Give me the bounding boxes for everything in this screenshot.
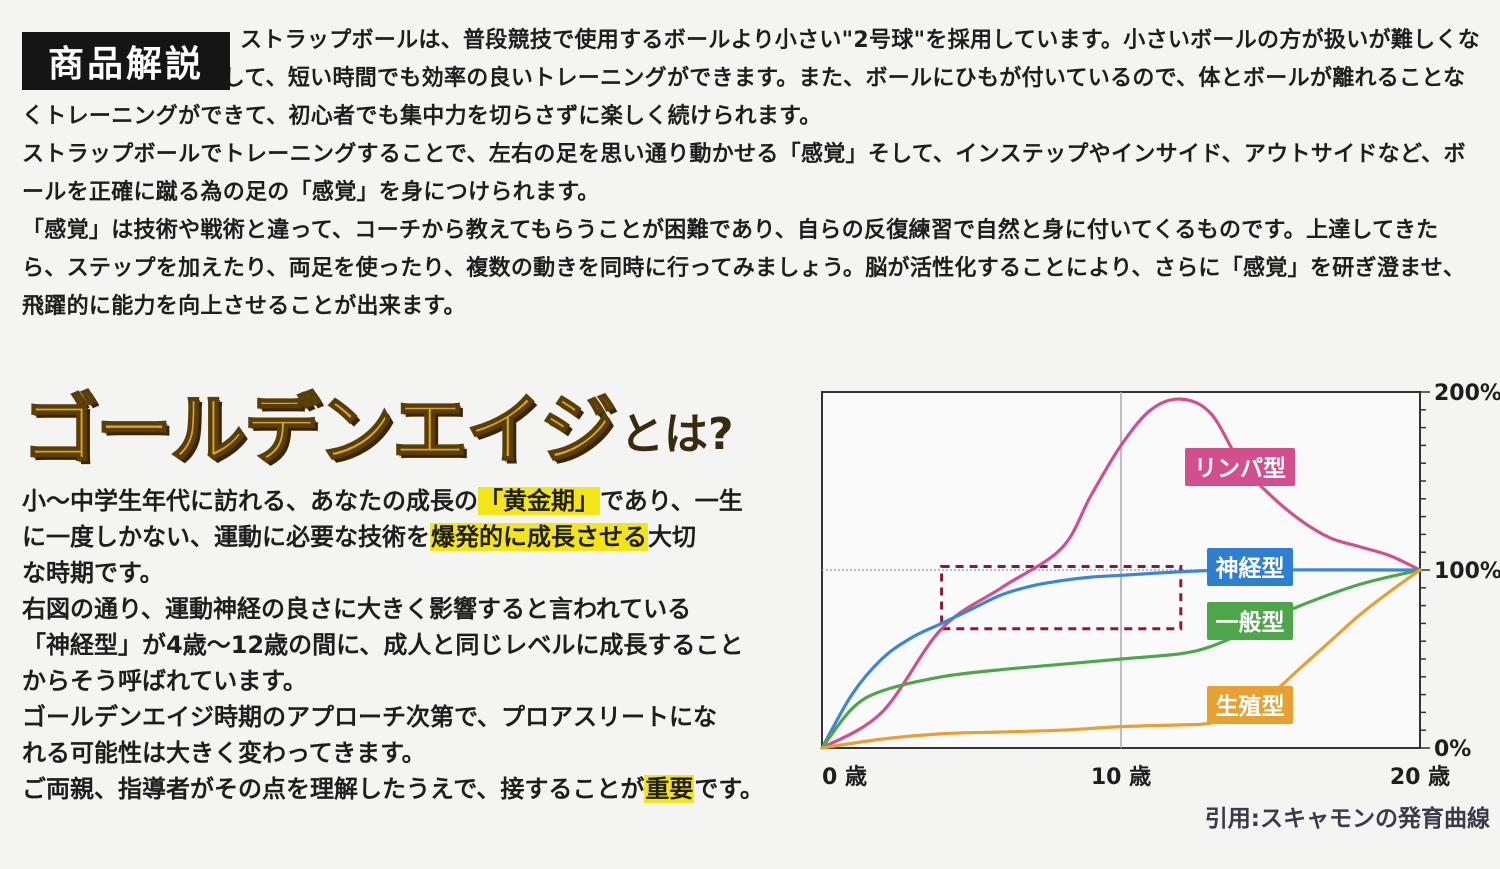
x-tick-label: 10 歳 <box>1091 765 1151 790</box>
series-line <box>820 568 1422 750</box>
highlight-golden-period: 「黄金期」 <box>478 487 600 515</box>
scammon-growth-chart: リンパ型神経型一般型生殖型 0% 100% 200% 0 歳 10 歳 20 歳引用:スキャ… <box>800 380 1500 840</box>
y-tick-label: 200% <box>1434 381 1500 406</box>
body-line: な時期です。 <box>22 559 164 587</box>
body-line: からそう呼ばれています。 <box>22 667 307 695</box>
series-label: 生殖型 <box>1216 694 1285 720</box>
highlight-important: 重要 <box>644 775 695 803</box>
body-text: です。 <box>694 775 764 803</box>
description-paragraph: ストラップボールでトレーニングすることで、左右の足を思い通り動かせる「感覚」そし… <box>22 142 1466 205</box>
golden-age-body: 小〜中学生年代に訪れる、あなたの成長の「黄金期」であり、一生 に一度しかない、運… <box>22 483 802 807</box>
highlight-explosive-growth: 爆発的に成長させる <box>430 523 648 551</box>
series-label: 神経型 <box>1216 555 1285 582</box>
body-text: ご両親、指導者がその点を理解したうえで、接することが <box>22 775 645 803</box>
description-paragraph: 「感覚」は技術や戦術と違って、コーチから教えてもらうことが困難であり、自らの反復… <box>22 218 1466 319</box>
x-tick-label: 0 歳 <box>822 765 867 790</box>
series-label-bg <box>1207 686 1293 724</box>
description-paragraph: ストラップボールは、普段競技で使用するボールより小さい"2号球"を採用しています… <box>22 28 1481 129</box>
body-line: 右図の通り、運動神経の良さに大きく影響すると言われている <box>22 595 692 623</box>
body-text: 大切 <box>648 523 696 551</box>
body-text: に一度しかない、運動に必要な技術を <box>22 523 430 551</box>
body-line: 「神経型」が4歳〜12歳の間に、成人と同じレベルに成長すること <box>22 631 744 659</box>
golden-age-highlight-box <box>940 564 1183 631</box>
body-text: であり、一生 <box>600 487 743 515</box>
y-tick-label: 0% <box>1434 737 1471 762</box>
body-line: れる可能性は大きく変わってきます。 <box>22 739 426 767</box>
golden-age-title-suffix: とは? <box>620 409 734 460</box>
golden-age-section: ゴールデンエイジ とは? 小〜中学生年代に訪れる、あなたの成長の「黄金期」であり… <box>21 384 802 807</box>
section-tag-product-description: 商品解説 <box>22 32 230 90</box>
chart-source-caption: 引用:スキャモンの発育曲線 <box>1205 805 1490 832</box>
body-line: 小〜中学生年代に訪れる、あなたの成長の「黄金期」であり、一生 <box>22 483 802 519</box>
series-label-bg <box>1207 602 1293 640</box>
series-label-bg <box>1207 548 1293 586</box>
body-text: 小〜中学生年代に訪れる、あなたの成長の <box>22 487 478 515</box>
y-tick-label: 100% <box>1434 559 1500 584</box>
body-line: に一度しかない、運動に必要な技術を爆発的に成長させる大切 <box>22 519 802 555</box>
product-description: 商品解説 ストラップボールは、普段競技で使用するボールより小さい"2号球"を採用… <box>22 22 1482 326</box>
golden-age-title: ゴールデンエイジ <box>21 384 617 475</box>
series-label: 一般型 <box>1216 609 1285 636</box>
series-label-bg <box>1185 448 1295 486</box>
golden-age-heading: ゴールデンエイジ とは? <box>21 384 802 475</box>
body-line: ご両親、指導者がその点を理解したうえで、接することが重要です。 <box>22 771 802 807</box>
series-line <box>820 568 1422 750</box>
body-line: ゴールデンエイジ時期のアプローチ次第で、プロアスリートにな <box>22 703 718 731</box>
x-tick-label: 20 歳 <box>1390 765 1450 790</box>
series-label: リンパ型 <box>1194 456 1286 482</box>
